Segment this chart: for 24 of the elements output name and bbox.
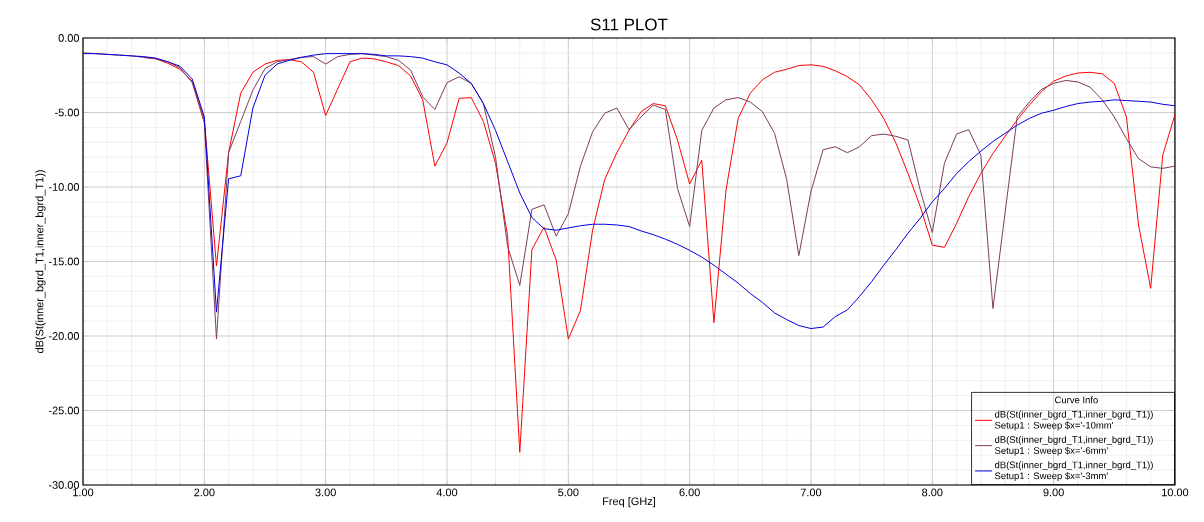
y-tick-label: -30.00: [48, 481, 80, 489]
x-tick-label: 7.00: [800, 488, 822, 497]
y-axis-title: dB(St(inner_bgrd_T1,inner_bgrd_T1)): [35, 170, 46, 354]
x-tick-label: 2.00: [194, 488, 215, 497]
legend-label: dB(St(inner_bgrd_T1,inner_bgrd_T1)) Setup1 : Sweep $x='-3mm': [994, 461, 1153, 482]
x-tick-label: 10.00: [1162, 488, 1189, 497]
y-tick-label: -10.00: [48, 183, 80, 191]
y-tick-label: 0.00: [58, 34, 80, 42]
x-tick-label: 9.00: [1043, 488, 1064, 497]
x-tick-label: 6.00: [679, 488, 700, 497]
x-tick-label: 1.00: [73, 488, 94, 497]
y-tick-label: -15.00: [48, 257, 80, 266]
x-tick-label: 4.00: [436, 488, 458, 497]
y-tick-label: -20.00: [48, 332, 80, 340]
y-tick-label: -5.00: [55, 108, 80, 117]
chart-title: S11 PLOT: [590, 18, 668, 31]
legend-label: dB(St(inner_bgrd_T1,inner_bgrd_T1)) Setup1 : Sweep $x='-10mm': [994, 410, 1153, 431]
legend-title: Curve Info: [1055, 396, 1098, 404]
x-axis-title: Freq [GHz]: [603, 497, 655, 508]
x-tick-label: 5.00: [558, 488, 579, 497]
y-tick-label: -25.00: [48, 406, 80, 415]
x-tick-label: 3.00: [315, 488, 336, 497]
legend-label: dB(St(inner_bgrd_T1,inner_bgrd_T1)) Setup1 : Sweep $x='-6mm': [994, 435, 1153, 456]
x-tick-label: 8.00: [922, 488, 943, 497]
